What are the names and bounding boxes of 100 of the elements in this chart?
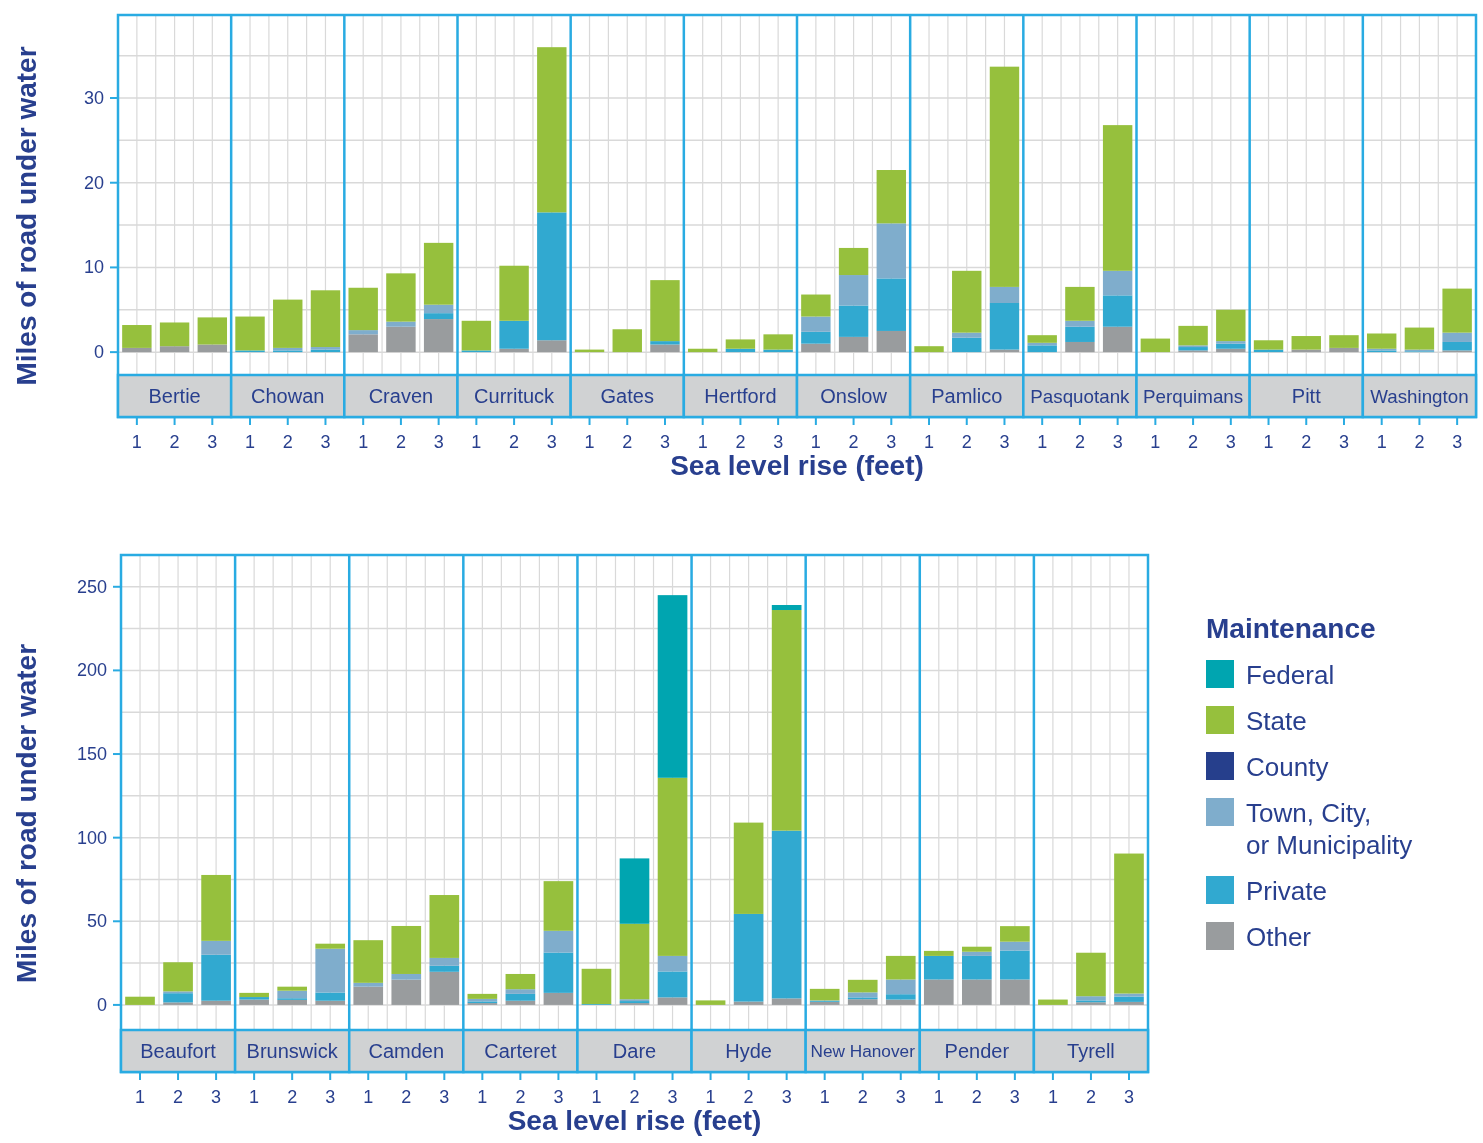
- bar: [1114, 853, 1144, 994]
- bar: [537, 340, 567, 353]
- y-tick-label: 150: [76, 744, 107, 765]
- x-tick-label: 3: [546, 432, 557, 452]
- bar: [163, 962, 193, 992]
- y-tick-label: 0: [93, 342, 104, 363]
- bar: [1027, 335, 1057, 343]
- bar: [962, 955, 992, 980]
- x-tick-label: 2: [622, 432, 633, 452]
- x-tick-label: 3: [781, 1087, 792, 1107]
- legend-label: Town, City, or Municipality: [1246, 798, 1413, 860]
- bar: [876, 278, 907, 331]
- bar: [725, 339, 756, 349]
- bar: [1442, 341, 1472, 351]
- x-tick-label: 2: [743, 1087, 754, 1107]
- x-tick-label: 3: [553, 1087, 564, 1107]
- text: Pamlico: [931, 385, 1003, 408]
- bar: [733, 913, 764, 1002]
- bar: [348, 334, 378, 353]
- bar: [1178, 325, 1208, 346]
- bar: [1000, 941, 1030, 951]
- bar: [1329, 347, 1359, 353]
- text: Camden: [368, 1040, 445, 1063]
- bar: [1000, 950, 1030, 980]
- x-tick-label: 3: [1338, 432, 1349, 452]
- bar: [657, 777, 688, 956]
- x-tick-label: 1: [819, 1087, 830, 1107]
- bar: [733, 822, 764, 914]
- x-tick-label: 2: [287, 1087, 298, 1107]
- text: Hertford: [704, 385, 777, 408]
- bar: [838, 336, 869, 353]
- bar: [771, 610, 802, 831]
- bar: [499, 348, 529, 353]
- bar: [1065, 320, 1095, 327]
- x-tick-label: 1: [1150, 432, 1161, 452]
- bar: [310, 290, 341, 348]
- bar: [201, 954, 231, 1001]
- x-axis-title: Sea level rise (feet): [507, 1105, 762, 1136]
- bar: [537, 47, 567, 213]
- x-tick-label: 3: [667, 1087, 678, 1107]
- legend-label: State: [1246, 706, 1307, 736]
- bar: [876, 170, 907, 224]
- x-tick-label: 3: [1123, 1087, 1134, 1107]
- bar: [353, 982, 384, 987]
- bar: [847, 992, 878, 998]
- x-tick-label: 2: [848, 432, 859, 452]
- x-tick-label: 1: [1037, 432, 1048, 452]
- bar: [989, 66, 1020, 287]
- text: Brunswick: [246, 1040, 339, 1063]
- y-axis-title: Miles of road under water: [11, 46, 42, 386]
- bar: [239, 999, 269, 1005]
- bar: [1102, 326, 1133, 353]
- legend-label: Private: [1246, 876, 1327, 906]
- bar: [391, 973, 422, 980]
- x-tick-label: 2: [1085, 1087, 1096, 1107]
- y-tick-label: 100: [76, 827, 107, 848]
- bar: [353, 986, 384, 1005]
- text: Gates: [600, 385, 654, 408]
- x-tick-label: 3: [659, 432, 670, 452]
- bar: [952, 332, 982, 338]
- bar: [201, 940, 231, 955]
- bar: [315, 992, 346, 1001]
- text: Pender: [944, 1040, 1010, 1063]
- y-tick-label: 200: [76, 660, 107, 681]
- bar: [499, 320, 529, 349]
- bar: [543, 992, 574, 1005]
- bar: [429, 957, 460, 966]
- bar: [650, 341, 680, 345]
- x-tick-label: 2: [509, 432, 520, 452]
- x-tick-label: 2: [282, 432, 293, 452]
- bar: [801, 316, 831, 332]
- bar: [1216, 309, 1246, 342]
- x-tick-label: 3: [895, 1087, 906, 1107]
- bar: [505, 993, 536, 1001]
- x-tick-label: 2: [515, 1087, 526, 1107]
- bar: [838, 305, 869, 337]
- x-tick-label: 1: [249, 1087, 260, 1107]
- bar: [876, 223, 907, 279]
- bar: [543, 881, 574, 931]
- bar: [885, 979, 916, 995]
- x-tick-label: 1: [471, 432, 482, 452]
- bar: [1366, 333, 1397, 349]
- x-tick-label: 1: [358, 432, 369, 452]
- bar: [239, 997, 269, 1000]
- bar: [581, 968, 612, 1005]
- bar: [1102, 125, 1133, 271]
- bar: [801, 343, 831, 353]
- y-tick-label: 20: [83, 172, 104, 193]
- bar: [423, 304, 454, 314]
- bar: [962, 946, 992, 952]
- x-tick-label: 2: [857, 1087, 868, 1107]
- bar: [543, 952, 574, 993]
- x-tick-label: 3: [325, 1087, 336, 1107]
- bar: [391, 979, 422, 1005]
- x-tick-label: 1: [584, 432, 595, 452]
- bar: [1291, 336, 1321, 350]
- bar: [1076, 996, 1106, 1001]
- bar: [876, 330, 907, 353]
- y-tick-label: 50: [86, 911, 107, 932]
- bar: [159, 322, 190, 347]
